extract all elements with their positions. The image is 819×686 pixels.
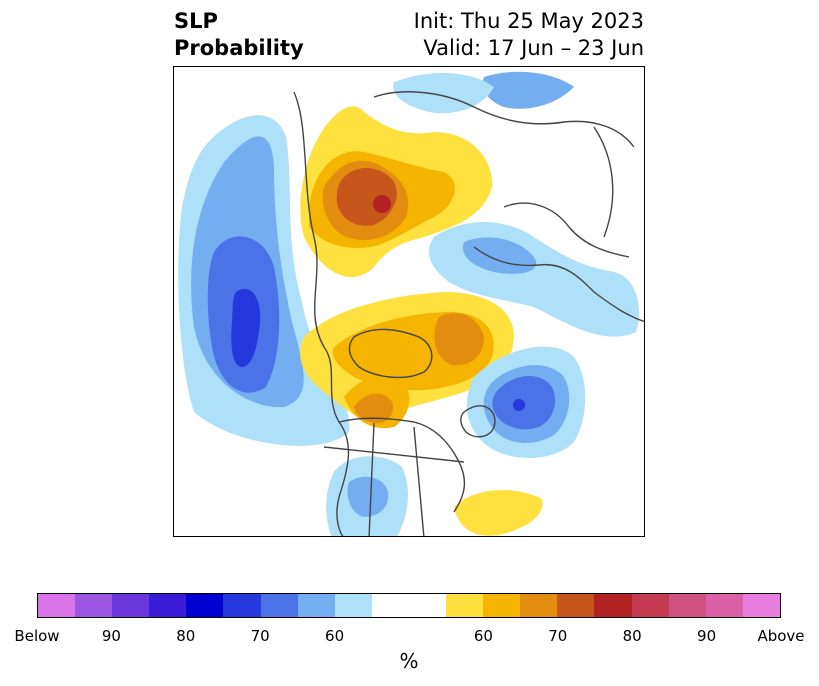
colorbar-tick-label: 70 bbox=[548, 627, 568, 645]
colorbar-segment bbox=[631, 594, 669, 617]
colorbar-tick-label: 70 bbox=[250, 627, 270, 645]
colorbar-segment bbox=[223, 594, 261, 617]
colorbar-tick-labels: Below 90 80 70 60 60 70 80 90 Above bbox=[0, 627, 819, 647]
colorbar-segment bbox=[446, 594, 484, 617]
coastlines bbox=[293, 91, 644, 536]
colorbar-tick-label: 90 bbox=[697, 627, 717, 645]
title-variable: SLP bbox=[174, 9, 218, 33]
map-title: SLP Probability bbox=[174, 8, 304, 62]
siberia-above-anomaly bbox=[300, 106, 493, 277]
colorbar-tick-label: 80 bbox=[622, 627, 642, 645]
valid-period: Valid: 17 Jun – 23 Jun bbox=[423, 36, 644, 60]
colorbar-tick-label: Above bbox=[757, 627, 805, 645]
probability-colorbar bbox=[37, 593, 781, 618]
colorbar-segment bbox=[260, 594, 298, 617]
title-product: Probability bbox=[174, 36, 304, 60]
colorbar-tick-label: Below bbox=[14, 627, 60, 645]
colorbar-tick-label: 90 bbox=[101, 627, 121, 645]
colorbar-segment bbox=[594, 594, 632, 617]
colorbar-segment bbox=[334, 594, 372, 617]
colorbar-segment bbox=[186, 594, 224, 617]
colorbar-segment bbox=[297, 594, 335, 617]
colorbar-segment bbox=[742, 594, 780, 617]
colorbar-segment bbox=[112, 594, 150, 617]
colorbar-tick-label: 60 bbox=[325, 627, 345, 645]
colorbar-tick-label: 60 bbox=[473, 627, 493, 645]
colorbar-segment bbox=[408, 594, 447, 617]
colorbar-segment bbox=[557, 594, 595, 617]
colorbar-segment bbox=[75, 594, 113, 617]
colorbar-segment bbox=[149, 594, 187, 617]
colorbar-segment bbox=[705, 594, 743, 617]
arctic-canada-above-anomaly bbox=[300, 292, 514, 429]
colorbar-segment bbox=[371, 594, 409, 617]
western-atlantic-above-anomaly bbox=[454, 489, 543, 536]
colorbar-segment bbox=[668, 594, 706, 617]
map-dates: Init: Thu 25 May 2023 Valid: 17 Jun – 23… bbox=[414, 8, 644, 62]
map-canvas bbox=[178, 71, 644, 536]
probability-map bbox=[173, 66, 645, 537]
atlantic-below-anomaly bbox=[466, 346, 586, 459]
colorbar-segment bbox=[38, 594, 76, 617]
colorbar-tick-label: 80 bbox=[176, 627, 196, 645]
init-date: Init: Thu 25 May 2023 bbox=[413, 9, 644, 33]
colorbar-segment bbox=[520, 594, 558, 617]
colorbar-unit: % bbox=[399, 649, 419, 673]
southwest-us-below-anomaly bbox=[326, 456, 408, 536]
colorbar-segment bbox=[483, 594, 521, 617]
